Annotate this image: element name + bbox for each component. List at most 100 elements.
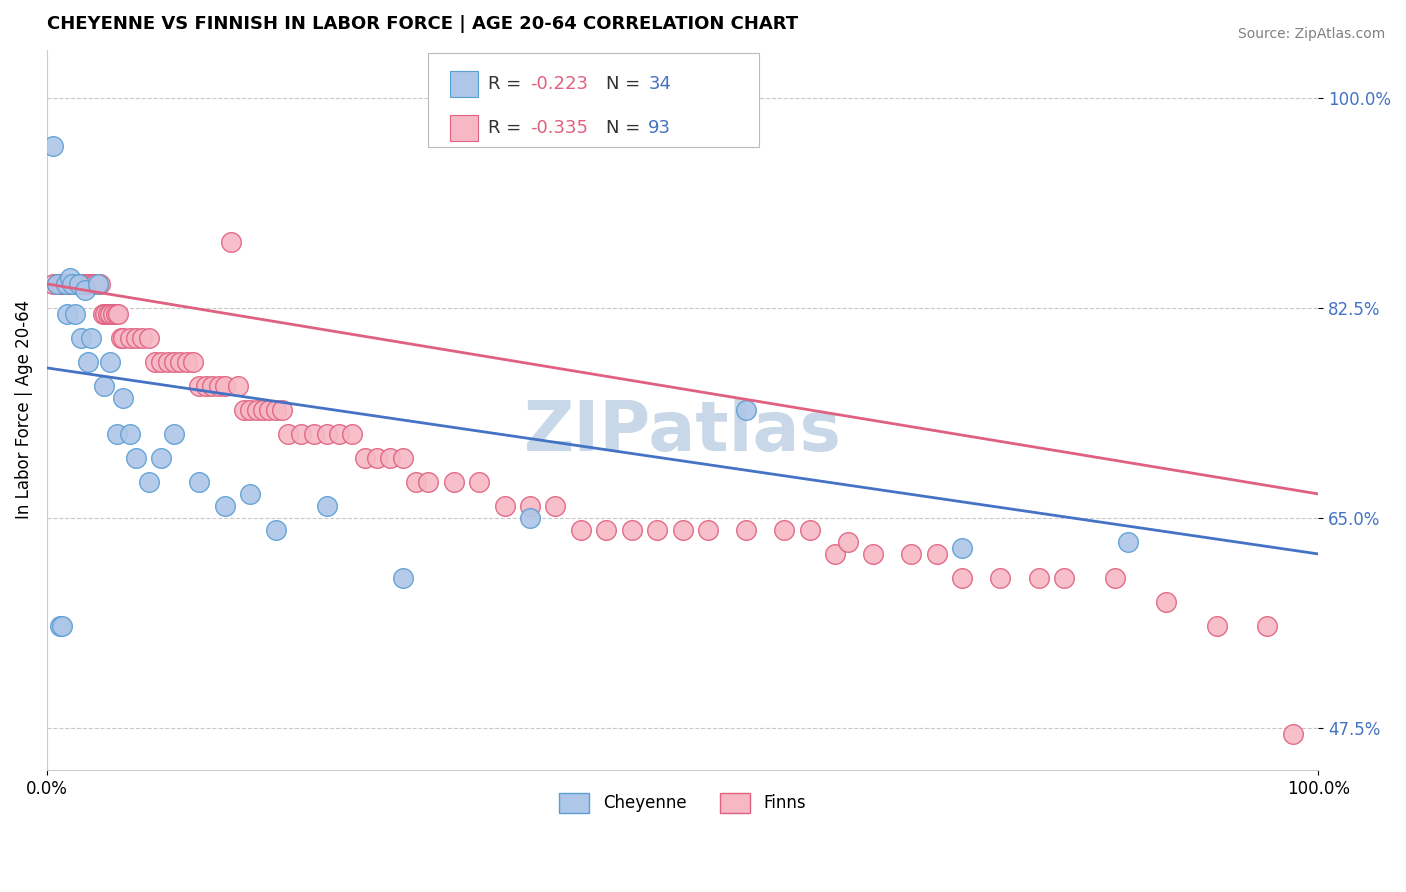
Point bbox=[70, 331, 93, 345]
Point bbox=[671, 523, 693, 537]
Point bbox=[239, 403, 262, 417]
Point bbox=[91, 307, 114, 321]
Point bbox=[233, 403, 256, 417]
Point bbox=[569, 523, 592, 537]
Point bbox=[94, 307, 117, 321]
Text: 34: 34 bbox=[648, 75, 671, 93]
Point bbox=[990, 571, 1012, 585]
Point bbox=[271, 403, 294, 417]
Point bbox=[519, 499, 541, 513]
Point bbox=[443, 475, 465, 489]
Point bbox=[194, 379, 217, 393]
Point bbox=[46, 277, 69, 291]
Point bbox=[353, 450, 375, 465]
Point bbox=[1028, 571, 1050, 585]
Point bbox=[620, 523, 643, 537]
Point bbox=[156, 355, 179, 369]
Point bbox=[315, 499, 337, 513]
Point bbox=[862, 547, 884, 561]
Point bbox=[97, 307, 120, 321]
Point bbox=[63, 277, 86, 291]
Point bbox=[645, 523, 668, 537]
Point bbox=[125, 450, 148, 465]
Legend: Cheyenne, Finns: Cheyenne, Finns bbox=[546, 780, 820, 827]
Point bbox=[366, 450, 388, 465]
Point bbox=[138, 475, 160, 489]
Point bbox=[264, 403, 287, 417]
Text: N =: N = bbox=[606, 119, 647, 136]
Point bbox=[544, 499, 567, 513]
Point bbox=[100, 307, 122, 321]
Point bbox=[163, 426, 186, 441]
Point bbox=[42, 277, 65, 291]
Point bbox=[73, 283, 96, 297]
Point bbox=[150, 355, 173, 369]
Point bbox=[51, 619, 73, 633]
Point bbox=[66, 277, 89, 291]
FancyBboxPatch shape bbox=[450, 70, 478, 96]
Point bbox=[735, 403, 758, 417]
Point bbox=[226, 379, 249, 393]
Point bbox=[72, 277, 94, 291]
Point bbox=[259, 403, 281, 417]
Point bbox=[900, 547, 922, 561]
Point bbox=[392, 450, 415, 465]
Text: Source: ZipAtlas.com: Source: ZipAtlas.com bbox=[1237, 27, 1385, 41]
Text: CHEYENNE VS FINNISH IN LABOR FORCE | AGE 20-64 CORRELATION CHART: CHEYENNE VS FINNISH IN LABOR FORCE | AGE… bbox=[46, 15, 799, 33]
Point bbox=[468, 475, 491, 489]
Point bbox=[67, 277, 90, 291]
Point bbox=[101, 307, 124, 321]
Point bbox=[735, 523, 758, 537]
Text: N =: N = bbox=[606, 75, 647, 93]
Point bbox=[59, 277, 82, 291]
Point bbox=[56, 277, 79, 291]
Point bbox=[277, 426, 299, 441]
Text: R =: R = bbox=[488, 119, 527, 136]
Point bbox=[107, 307, 129, 321]
Point bbox=[188, 379, 211, 393]
Text: -0.335: -0.335 bbox=[530, 119, 588, 136]
Point bbox=[392, 571, 415, 585]
Point bbox=[201, 379, 224, 393]
Point bbox=[69, 277, 91, 291]
Point bbox=[214, 379, 236, 393]
Point bbox=[405, 475, 427, 489]
Point bbox=[51, 277, 73, 291]
Point bbox=[302, 426, 325, 441]
Point bbox=[181, 355, 204, 369]
Point bbox=[519, 511, 541, 525]
Point bbox=[207, 379, 229, 393]
Point bbox=[87, 277, 110, 291]
Text: 93: 93 bbox=[648, 119, 671, 136]
Point bbox=[1154, 595, 1177, 609]
Text: ZIPatlas: ZIPatlas bbox=[523, 398, 842, 465]
Point bbox=[340, 426, 363, 441]
Point bbox=[63, 307, 86, 321]
Point bbox=[239, 487, 262, 501]
Point bbox=[595, 523, 617, 537]
Point bbox=[79, 277, 101, 291]
Point bbox=[110, 331, 132, 345]
Point bbox=[1205, 619, 1227, 633]
Point bbox=[837, 535, 859, 549]
Point bbox=[169, 355, 191, 369]
Point bbox=[59, 271, 82, 285]
Y-axis label: In Labor Force | Age 20-64: In Labor Force | Age 20-64 bbox=[15, 301, 32, 519]
Point bbox=[56, 307, 79, 321]
Point bbox=[143, 355, 166, 369]
Point bbox=[46, 277, 69, 291]
Point bbox=[60, 277, 83, 291]
Text: -0.223: -0.223 bbox=[530, 75, 588, 93]
Point bbox=[53, 277, 76, 291]
Point bbox=[89, 277, 111, 291]
Point bbox=[799, 523, 821, 537]
Point bbox=[80, 331, 103, 345]
Point bbox=[494, 499, 516, 513]
Point bbox=[100, 355, 122, 369]
Point bbox=[1104, 571, 1126, 585]
Point bbox=[264, 523, 287, 537]
Point bbox=[214, 499, 236, 513]
Point bbox=[131, 331, 153, 345]
Point bbox=[118, 331, 141, 345]
Point bbox=[378, 450, 401, 465]
